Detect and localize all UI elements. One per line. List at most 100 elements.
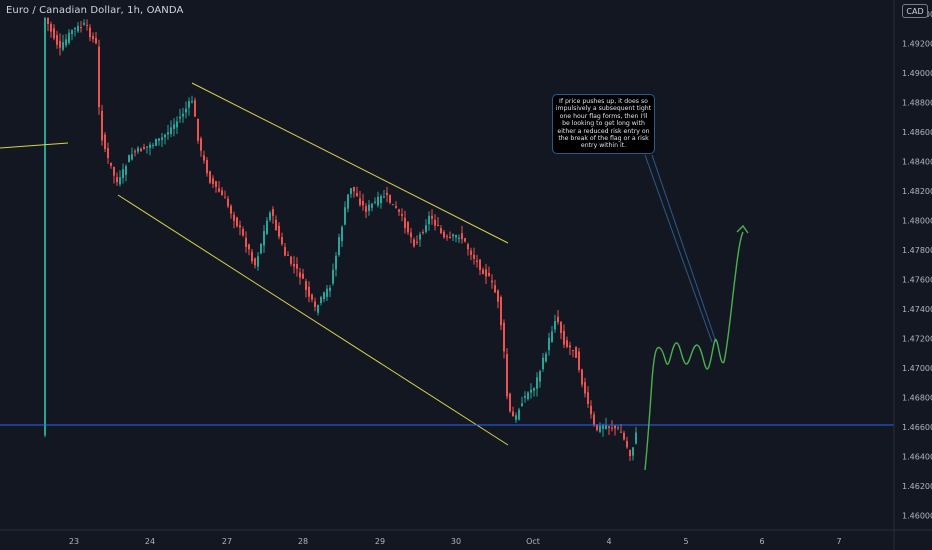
price-axis-label: 1.48200 xyxy=(902,187,932,196)
candle-body xyxy=(62,42,64,50)
time-axis-label: 28 xyxy=(298,537,308,546)
time-axis-label: 27 xyxy=(222,537,232,546)
candle-body xyxy=(299,272,301,278)
candle-body xyxy=(215,181,217,187)
candle-body xyxy=(344,207,346,225)
candle-body xyxy=(176,121,178,128)
candle-body xyxy=(269,212,271,220)
candle-body xyxy=(386,192,388,196)
candle-body xyxy=(395,206,397,208)
candle-body xyxy=(278,225,280,237)
candle-body xyxy=(74,27,76,30)
time-axis-label: 5 xyxy=(683,537,688,546)
candle-body xyxy=(128,155,130,163)
time-axis-label: 7 xyxy=(836,537,841,546)
candle-body xyxy=(458,237,460,239)
channel-upper-trendline[interactable] xyxy=(191,82,509,244)
candle-body xyxy=(302,273,304,279)
candle-body xyxy=(83,22,85,25)
candle-body xyxy=(212,178,214,184)
candle-body xyxy=(455,235,457,238)
candle-body xyxy=(506,354,508,397)
candle-body xyxy=(515,415,517,420)
candle-body xyxy=(239,225,241,228)
candle-body xyxy=(404,217,406,229)
candle-body xyxy=(509,393,511,412)
candle-body xyxy=(164,134,166,138)
annotation-callout[interactable]: If price pushes up, it does so impulsive… xyxy=(552,94,655,154)
candle-body xyxy=(419,234,421,240)
candle-body xyxy=(551,331,553,342)
time-axis-label: 4 xyxy=(606,537,611,546)
candle-body xyxy=(527,392,529,400)
price-axis-label: 1.47600 xyxy=(902,276,932,285)
projected-price-path[interactable] xyxy=(644,231,744,471)
candle-body xyxy=(191,101,193,103)
candle-body xyxy=(602,425,604,429)
channel-lower-trendline[interactable] xyxy=(117,194,509,446)
candle-body xyxy=(224,197,226,199)
candle-body xyxy=(485,269,487,277)
candle-body xyxy=(575,347,577,358)
candle-body xyxy=(443,231,445,238)
candle-body xyxy=(122,169,124,178)
candle-body xyxy=(125,166,127,175)
time-axis-label: 24 xyxy=(145,537,155,546)
candle-body xyxy=(194,100,196,117)
price-axis-label: 1.46800 xyxy=(902,394,932,403)
candle-body xyxy=(593,414,595,425)
candle-body xyxy=(533,388,535,391)
time-axis-label: Oct xyxy=(526,537,540,546)
candle-body xyxy=(53,28,55,39)
candle-body xyxy=(233,214,235,221)
candle-body xyxy=(335,255,337,270)
candle-body xyxy=(494,285,496,293)
candle-body xyxy=(248,244,250,250)
candle-body xyxy=(170,127,172,134)
candle-body xyxy=(290,256,292,264)
candle-body xyxy=(584,382,586,394)
candle-body xyxy=(608,426,610,428)
candle-body xyxy=(452,234,454,237)
price-axis-label: 1.46400 xyxy=(902,453,932,462)
candle-body xyxy=(596,424,598,430)
candle-body xyxy=(572,350,574,352)
chart-title: Euro / Canadian Dollar, 1h, OANDA xyxy=(6,5,184,16)
candle-body xyxy=(407,222,409,233)
candle-body xyxy=(479,259,481,270)
candle-body xyxy=(563,331,565,345)
candle-body xyxy=(530,389,532,393)
candle-body xyxy=(398,209,400,212)
candle-body xyxy=(221,190,223,196)
candle-body xyxy=(632,447,634,456)
candle-body xyxy=(218,188,220,192)
candle-body xyxy=(605,425,607,429)
candle-body xyxy=(410,232,412,238)
candle-body xyxy=(524,396,526,398)
candle-body xyxy=(65,39,67,46)
candle-body xyxy=(401,214,403,216)
candle-body xyxy=(251,251,253,262)
time-axis-label: 30 xyxy=(451,537,461,546)
candle-body xyxy=(569,345,571,348)
candle-body xyxy=(185,108,187,113)
candle-body xyxy=(581,369,583,385)
candle-body xyxy=(371,203,373,208)
candle-body xyxy=(263,231,265,246)
candle-body xyxy=(311,294,313,300)
candle-body xyxy=(467,244,469,250)
candle-body xyxy=(503,322,505,352)
candle-body xyxy=(473,254,475,259)
candle-body xyxy=(245,237,247,247)
candle-body xyxy=(188,101,190,108)
candle-body xyxy=(422,232,424,233)
candle-body xyxy=(560,321,562,334)
candle-body xyxy=(230,206,232,214)
currency-badge[interactable]: CAD xyxy=(902,4,928,18)
candle-body xyxy=(449,237,451,238)
price-axis[interactable]: 1.494001.492001.490001.488001.486001.484… xyxy=(902,10,932,521)
left-partial-trendline[interactable] xyxy=(0,142,69,149)
candle-body xyxy=(107,148,109,158)
time-axis[interactable]: 23 24 27 28 29 30 Oct 4 5 6 7 xyxy=(69,537,842,546)
